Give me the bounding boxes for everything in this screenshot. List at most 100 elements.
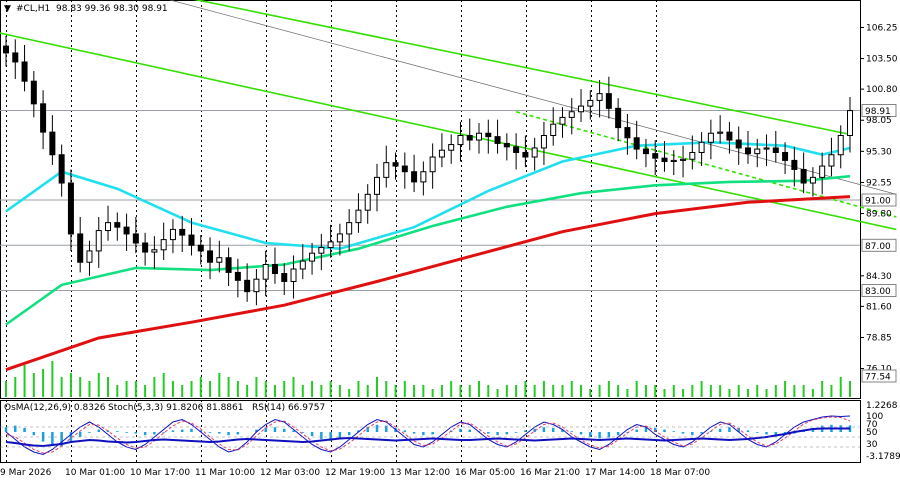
- candle-body: [355, 209, 362, 224]
- y-tick-label: 84.30: [866, 272, 892, 282]
- candle-body: [234, 271, 241, 281]
- candle-body: [271, 263, 278, 275]
- candle-body: [680, 158, 687, 161]
- osc-tick-label: -3.1789: [866, 452, 900, 462]
- candle-body: [188, 234, 195, 246]
- x-tick-label: 16 Mar 21:00: [520, 468, 580, 478]
- candle-body: [438, 149, 445, 158]
- x-tick-label: 10 Mar 01:00: [65, 468, 125, 478]
- candle-body: [652, 153, 659, 159]
- x-tick-label: 12 Mar 19:00: [325, 468, 385, 478]
- candle-body: [531, 147, 538, 158]
- time-axis: 9 Mar 2026 10 Mar 01:00 10 Mar 17:00 11 Mar…: [0, 468, 710, 478]
- candle-body: [809, 176, 816, 184]
- candle-body: [754, 148, 761, 155]
- candle-body: [624, 127, 631, 139]
- candle-body: [763, 147, 770, 150]
- candle-body: [216, 257, 223, 263]
- x-tick-label: 9 Mar 2026: [0, 468, 52, 478]
- collapse-arrow-icon[interactable]: ▼: [4, 4, 11, 14]
- candle-body: [58, 154, 65, 184]
- x-tick-label: 10 Mar 17:00: [130, 468, 190, 478]
- candle-body: [670, 159, 677, 163]
- candle-body: [485, 132, 492, 138]
- candle-body: [142, 242, 149, 253]
- candle-body: [596, 93, 603, 101]
- candle-body: [494, 136, 501, 144]
- candle-body: [244, 279, 251, 293]
- stoch-label: Stoch(5,3,3) 91.8206 81.8861: [108, 403, 243, 413]
- stoch-main-line: [5, 415, 851, 456]
- level-tag-label: 83.00: [865, 287, 891, 297]
- candle-body: [466, 135, 473, 141]
- level-tag: [861, 284, 897, 297]
- candle-body: [95, 230, 102, 252]
- candle-body: [30, 80, 37, 105]
- candle-body: [299, 260, 306, 270]
- level-tag: [861, 104, 897, 117]
- candle-body: [12, 52, 19, 63]
- y-tick-label: 103.50: [866, 55, 898, 65]
- candle-body: [800, 168, 807, 184]
- oscillator-panel: [0, 415, 860, 456]
- candle-body: [401, 165, 408, 173]
- candle-body: [735, 139, 742, 149]
- candle-body: [179, 228, 186, 236]
- candle-body: [114, 222, 121, 228]
- candle-body: [429, 156, 436, 173]
- x-tick-label: 17 Mar 14:00: [585, 468, 645, 478]
- x-tick-label: 11 Mar 10:00: [195, 468, 255, 478]
- candle-body: [448, 144, 455, 151]
- candle-body: [346, 222, 353, 235]
- y-tick-label: 78.85: [866, 333, 892, 343]
- level-tag-label: 91.00: [865, 197, 891, 207]
- candle-body: [633, 137, 640, 150]
- candle-body: [503, 142, 510, 148]
- candle-body: [364, 193, 371, 211]
- y-tick-label: 98.05: [866, 116, 892, 126]
- candle-body: [327, 241, 334, 249]
- candle-body: [318, 247, 325, 254]
- candle-body: [86, 250, 93, 263]
- candle-body: [457, 135, 464, 146]
- rsi-line: [5, 427, 850, 448]
- trend-channel: [0, 0, 897, 231]
- candle-body: [392, 162, 399, 167]
- osc-tick-label: 50: [866, 428, 878, 438]
- candle-body: [105, 222, 112, 232]
- candle-body: [717, 131, 724, 134]
- x-tick-label: 18 Mar 07:00: [650, 468, 710, 478]
- osc-tick-label: 30: [866, 440, 878, 450]
- candle-body: [661, 157, 668, 163]
- osc-tick-label: 70: [866, 420, 878, 430]
- candle-body: [309, 252, 316, 262]
- moving-averages: [5, 140, 851, 372]
- candle-body: [550, 123, 557, 137]
- moving-average-line: [5, 140, 851, 251]
- candle-body: [67, 182, 74, 235]
- ohlc-values: 98.83 99.36 98.30 98.91: [56, 4, 168, 14]
- candle-body: [513, 146, 520, 153]
- channel-line: [0, 32, 897, 231]
- osma-label: OsMA(12,26,9) 0.8326: [4, 403, 106, 413]
- channel-line: [193, 0, 851, 136]
- candle-body: [615, 107, 622, 129]
- candle-body: [262, 263, 269, 280]
- candle-body: [605, 93, 612, 109]
- candle-body: [476, 132, 483, 141]
- osc-tick-label: 1.2268: [866, 401, 898, 411]
- y-tick-label: 95.30: [866, 147, 892, 157]
- candle-body: [568, 111, 575, 118]
- candle-body: [744, 147, 751, 155]
- candle-body: [40, 103, 47, 133]
- candle-body: [3, 45, 9, 54]
- stoch-signal-line: [5, 416, 851, 454]
- candle-body: [123, 226, 130, 235]
- candle-body: [587, 99, 594, 107]
- rsi-label: RSI(14) 66.9757: [252, 403, 325, 413]
- volume-tag: [861, 369, 897, 383]
- candle-body: [151, 249, 158, 253]
- candle-body: [281, 273, 288, 282]
- y-tick-label: 92.55: [866, 178, 892, 188]
